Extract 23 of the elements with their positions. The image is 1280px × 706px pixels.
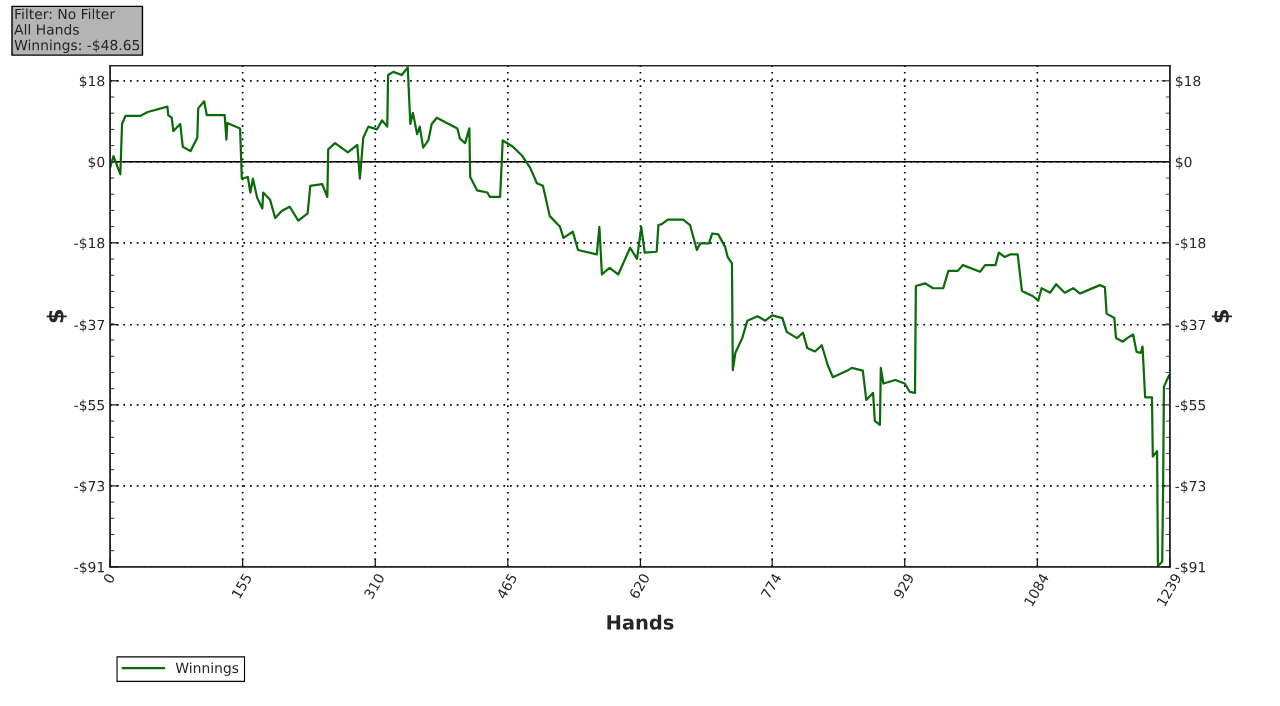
legend-label: Winnings — [175, 662, 239, 676]
line-series — [110, 66, 1170, 567]
y2-tick-label: -$18 — [1175, 237, 1206, 251]
y2-tick-label: -$55 — [1175, 399, 1206, 413]
y-tick-label: -$37 — [74, 319, 105, 333]
text: Winnings: -$48.65 — [14, 39, 140, 54]
y-tick-label: -$73 — [74, 480, 105, 494]
y2-tick-label: -$91 — [1175, 561, 1206, 575]
y2-axis-title: $ — [1211, 310, 1233, 323]
y2-tick-label: $0 — [1175, 156, 1192, 170]
y-tick-label: -$18 — [74, 237, 105, 251]
text: All Hands — [14, 24, 79, 35]
x-tick-label: 0 — [102, 572, 116, 585]
y2-tick-label: -$73 — [1175, 480, 1206, 494]
y2-tick-label: -$37 — [1175, 319, 1206, 333]
y-tick-label: $18 — [79, 75, 105, 89]
y-axis-title: $ — [46, 310, 67, 323]
x-axis-title: Hands — [607, 614, 674, 630]
y2-tick-label: $18 — [1175, 75, 1201, 89]
y-tick-label: -$55 — [74, 399, 105, 413]
y-tick-label: -$91 — [74, 561, 104, 575]
y-tick-label: $0 — [88, 156, 105, 170]
text: Filter: No Filter — [15, 8, 116, 20]
